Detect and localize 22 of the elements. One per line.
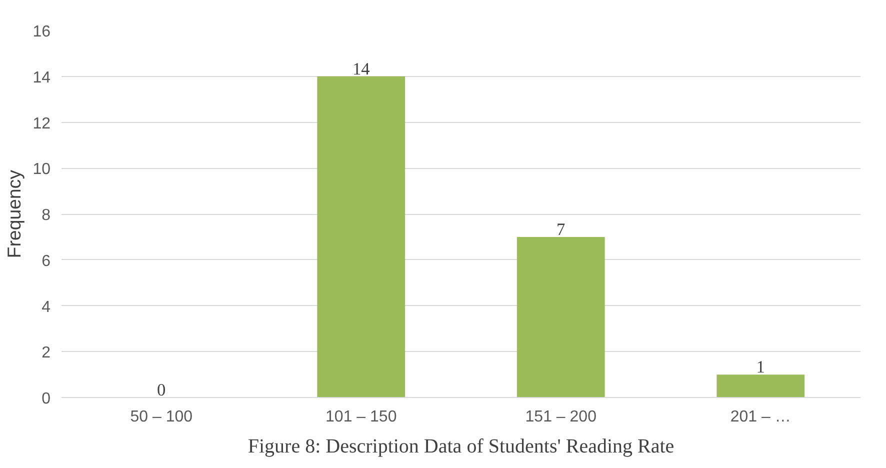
bar: [716, 374, 805, 398]
x-tick-label: 50 – 100: [130, 408, 193, 426]
x-tick-label: 201 – …: [730, 408, 791, 426]
data-label: 0: [157, 380, 166, 400]
x-tick-label: 101 – 150: [326, 408, 397, 426]
y-tick-label: 6: [42, 252, 51, 270]
data-label: 1: [756, 358, 765, 377]
y-tick-label: 8: [42, 207, 51, 224]
y-tick-label: 4: [42, 298, 51, 316]
x-tick-label: 151 – 200: [525, 408, 597, 426]
caption: Figure 8: Description Data of Students' Reading Rate: [248, 436, 674, 458]
data-label: 14: [352, 59, 370, 78]
y-tick-label: 12: [32, 115, 51, 132]
data-label: 7: [556, 220, 566, 239]
y-tick-label: 10: [32, 161, 51, 178]
y-tick-label: 0: [42, 390, 51, 408]
y-axis-title: Frequency: [4, 169, 25, 258]
bar: [317, 76, 406, 398]
bar: [516, 236, 605, 398]
y-tick-label: 16: [32, 24, 51, 40]
y-tick-label: 2: [42, 344, 51, 362]
y-tick-label: 14: [32, 69, 51, 86]
